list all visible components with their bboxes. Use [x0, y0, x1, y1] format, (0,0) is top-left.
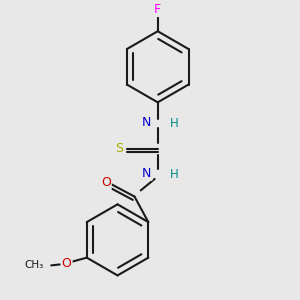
- Text: F: F: [154, 3, 161, 16]
- Text: S: S: [115, 142, 123, 155]
- Text: N: N: [142, 116, 152, 129]
- Text: O: O: [101, 176, 111, 189]
- Text: H: H: [170, 118, 179, 130]
- Text: CH₃: CH₃: [24, 260, 44, 270]
- Text: N: N: [142, 167, 152, 180]
- Text: O: O: [62, 257, 72, 270]
- Text: H: H: [170, 169, 179, 182]
